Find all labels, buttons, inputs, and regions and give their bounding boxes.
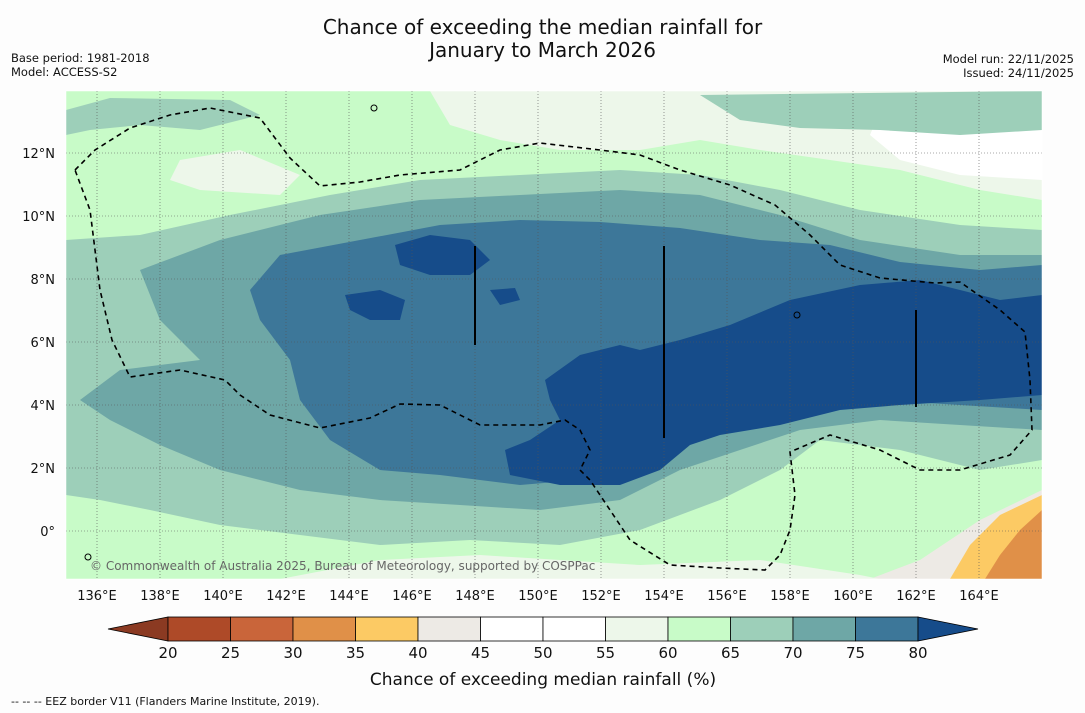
lat-label: 10°N bbox=[22, 210, 55, 225]
colorbar-segment bbox=[605, 616, 669, 642]
colorbar-segment bbox=[730, 616, 794, 642]
island-marker bbox=[370, 104, 378, 112]
lon-label: 156°E bbox=[707, 589, 747, 604]
lon-label: 136°E bbox=[77, 589, 117, 604]
colorbar-arrow-high bbox=[917, 616, 979, 642]
lon-label: 160°E bbox=[833, 589, 873, 604]
lat-label: 6°N bbox=[31, 336, 56, 351]
colorbar-segment bbox=[855, 616, 919, 642]
lat-label: 4°N bbox=[31, 399, 56, 414]
colorbar-tick: 55 bbox=[596, 644, 615, 662]
lon-label: 148°E bbox=[455, 589, 495, 604]
colorbar-tick: 30 bbox=[283, 644, 302, 662]
patch-80-central bbox=[505, 280, 1042, 485]
colorbar-tick: 65 bbox=[721, 644, 740, 662]
lon-label: 154°E bbox=[644, 589, 684, 604]
latitude-labels: 12°N 10°N 8°N 6°N 4°N 2°N 0° bbox=[22, 147, 55, 540]
island-marker bbox=[84, 553, 92, 561]
patch-30-35-southeast bbox=[985, 510, 1042, 579]
lat-label: 12°N bbox=[22, 147, 55, 162]
band-65-70-northwest bbox=[66, 98, 260, 135]
patch-80-small bbox=[490, 288, 520, 305]
lon-label: 152°E bbox=[581, 589, 621, 604]
colorbar-tick: 80 bbox=[908, 644, 927, 662]
band-65-70-north bbox=[700, 91, 1042, 135]
lat-label: 0° bbox=[40, 525, 55, 540]
colorbar-segment bbox=[417, 616, 481, 642]
colorbar-arrow-low bbox=[107, 616, 169, 642]
band-55-60-south bbox=[280, 555, 880, 579]
colorbar bbox=[107, 616, 979, 642]
eez-footnote: -- -- -- EEZ border V11 (Flanders Marine… bbox=[11, 695, 320, 708]
copyright-text: © Commonwealth of Australia 2025, Bureau… bbox=[90, 559, 595, 573]
patch-80-west bbox=[345, 290, 405, 320]
graticule bbox=[66, 91, 1042, 579]
lat-label: 2°N bbox=[31, 462, 56, 477]
colorbar-segment bbox=[167, 616, 231, 642]
colorbar-label: Chance of exceeding median rainfall (%) bbox=[370, 670, 716, 690]
lon-label: 142°E bbox=[266, 589, 306, 604]
colorbar-tick: 50 bbox=[533, 644, 552, 662]
lon-label: 162°E bbox=[896, 589, 936, 604]
patch-55-60-west bbox=[170, 150, 300, 195]
colorbar-ticks: 20 25 30 35 40 45 50 55 60 65 70 75 80 bbox=[158, 644, 927, 662]
colorbar-tick: 60 bbox=[658, 644, 677, 662]
lon-label: 144°E bbox=[329, 589, 369, 604]
map-title-line-2: January to March 2026 bbox=[429, 38, 656, 62]
island-marker bbox=[793, 311, 801, 319]
lon-label: 140°E bbox=[203, 589, 243, 604]
base-period: Base period: 1981-2018 bbox=[11, 51, 150, 65]
colorbar-segment bbox=[355, 616, 419, 642]
lon-label: 146°E bbox=[392, 589, 432, 604]
meta-left: Base period: 1981-2018 Model: ACCESS-S2 bbox=[11, 51, 150, 79]
colorbar-segment bbox=[792, 616, 856, 642]
colorbar-tick: 40 bbox=[408, 644, 427, 662]
lon-label: 138°E bbox=[140, 589, 180, 604]
colorbar-segment bbox=[480, 616, 544, 642]
map-title-line-1: Chance of exceeding the median rainfall … bbox=[322, 15, 763, 39]
rainfall-field bbox=[66, 91, 1042, 579]
eez-border bbox=[74, 107, 1033, 571]
colorbar-tick: 45 bbox=[471, 644, 490, 662]
colorbar-tick: 25 bbox=[221, 644, 240, 662]
meta-right: Model run: 22/11/2025 Issued: 24/11/2025 bbox=[943, 52, 1074, 80]
longitude-labels: 136°E 138°E 140°E 142°E 144°E 146°E 148°… bbox=[77, 589, 999, 604]
colorbar-segment bbox=[542, 616, 606, 642]
lat-label: 8°N bbox=[31, 273, 56, 288]
model-run: Model run: 22/11/2025 bbox=[942, 52, 1074, 66]
patch-80-north bbox=[395, 235, 490, 275]
colorbar-tick: 70 bbox=[783, 644, 802, 662]
colorbar-segment bbox=[292, 616, 356, 642]
issued-date: Issued: 24/11/2025 bbox=[963, 66, 1074, 80]
lon-label: 158°E bbox=[770, 589, 810, 604]
map-frame bbox=[65, 90, 1043, 580]
colorbar-tick: 75 bbox=[846, 644, 865, 662]
model-name: Model: ACCESS-S2 bbox=[11, 65, 118, 79]
lon-label: 150°E bbox=[518, 589, 558, 604]
colorbar-segment bbox=[230, 616, 294, 642]
colorbar-segment bbox=[667, 616, 731, 642]
colorbar-tick: 35 bbox=[346, 644, 365, 662]
lon-label: 164°E bbox=[959, 589, 999, 604]
colorbar-tick: 20 bbox=[158, 644, 177, 662]
